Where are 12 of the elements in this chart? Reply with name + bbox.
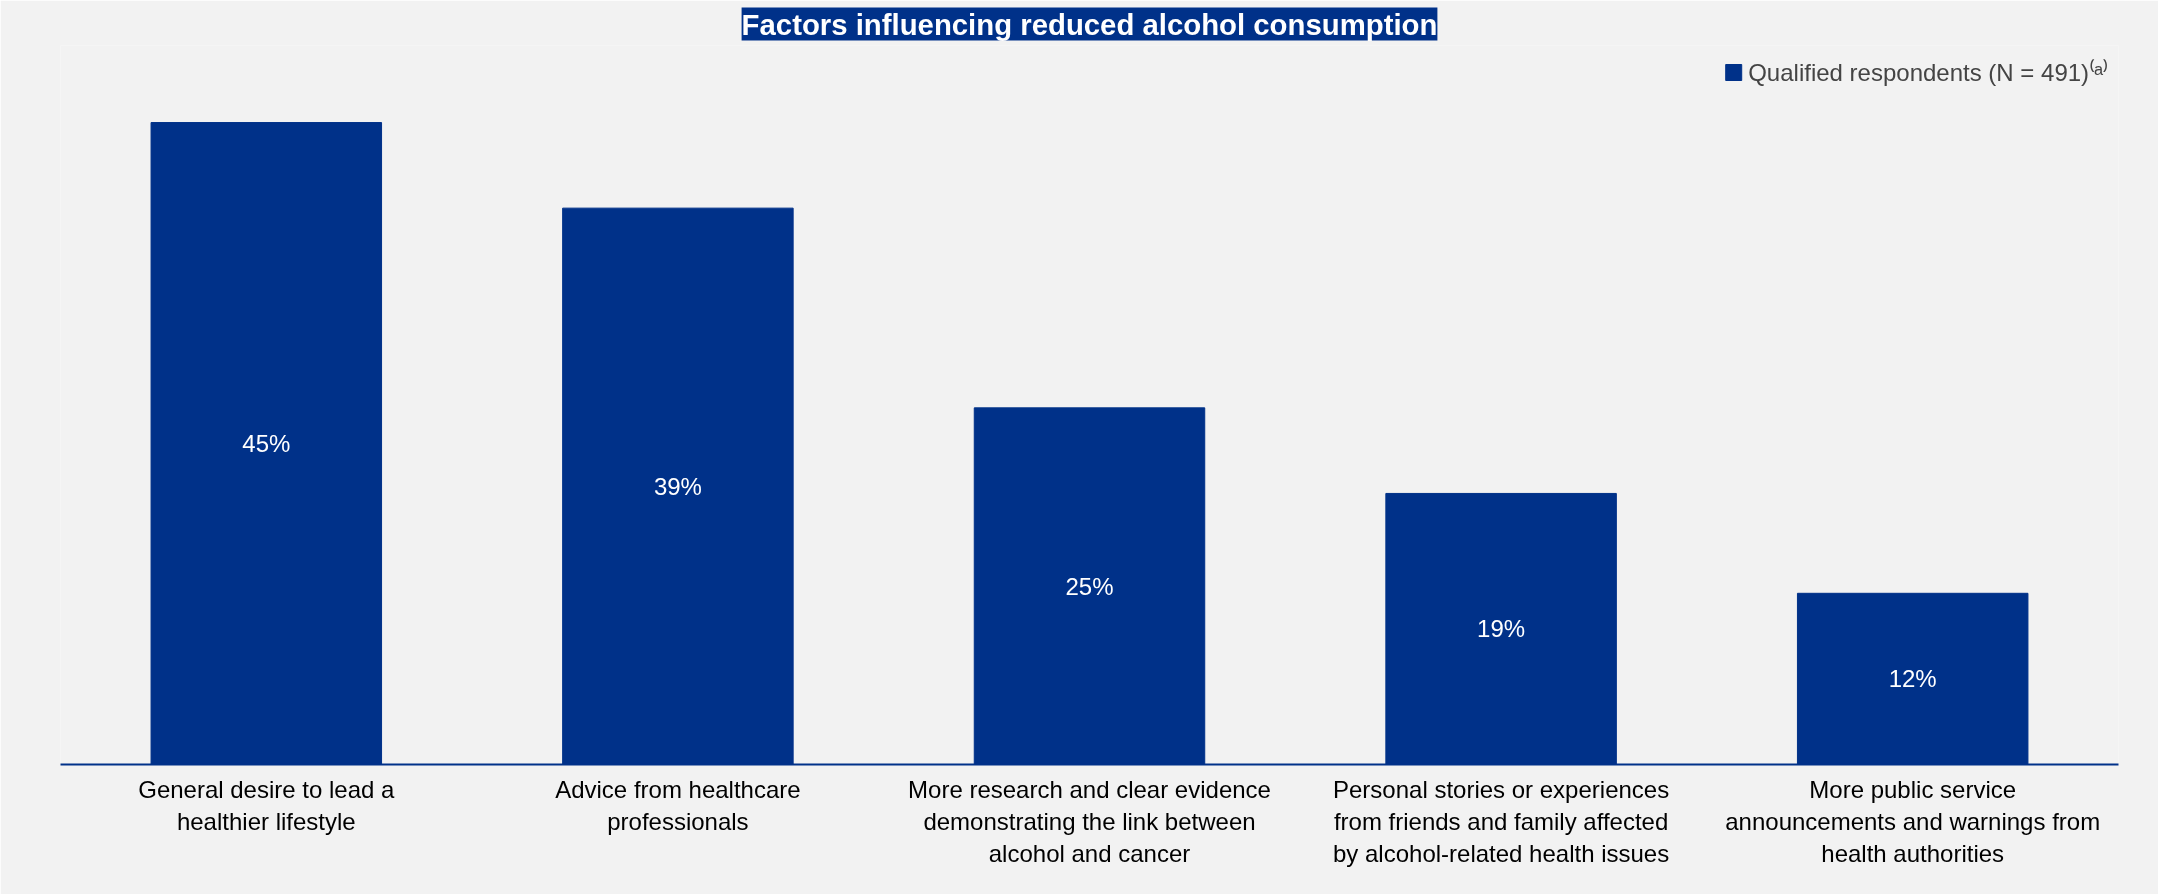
chart-title: Factors influencing reduced alcohol consumption — [741, 7, 1438, 41]
data-label: 39% — [653, 472, 702, 500]
x-tick-label: General desire to lead a healthier lifestyle — [138, 775, 396, 835]
x-tick-label: More research and clear evidence demonstrating the link between alcohol and cancer — [908, 775, 1271, 868]
x-tick-label: Personal stories or experiences from friends and family affected by alcohol-related health issues — [1333, 775, 1670, 868]
data-label: 12% — [1888, 665, 1937, 693]
data-label: 45% — [242, 430, 291, 458]
data-label: 19% — [1477, 615, 1526, 643]
x-tick-label: More public service announcements and warnings from health authorities — [1725, 775, 2101, 868]
data-label: 25% — [1065, 572, 1114, 600]
x-tick-label: Advice from healthcare professionals — [555, 775, 801, 835]
legend-label: Qualified respondents (N = 491)⁽ᵃ⁾ — [1748, 58, 2108, 88]
